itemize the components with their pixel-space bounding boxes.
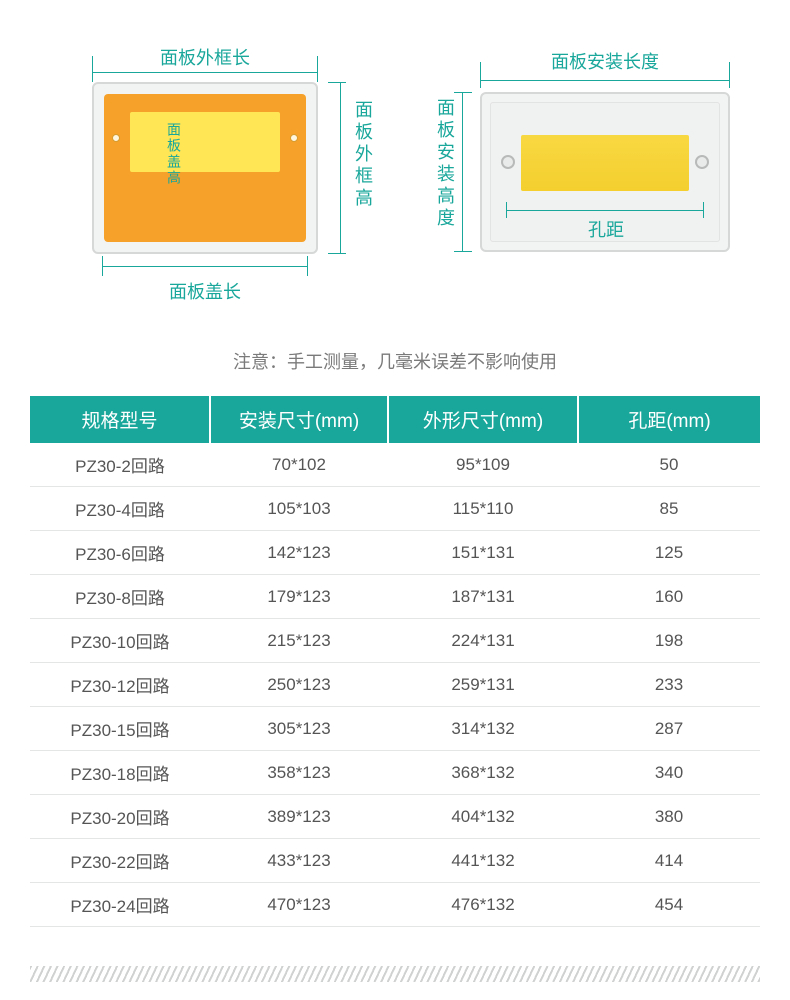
cell-model: PZ30-12回路 [30,663,210,707]
cell-model: PZ30-15回路 [30,707,210,751]
table-row: PZ30-24回路470*123476*132454 [30,883,760,927]
cell-install: 305*123 [210,707,388,751]
label-install-width: 面板安装长度 [480,48,730,74]
yellow-window [521,135,689,191]
dim-line [480,80,730,81]
measurement-note: 注意：手工测量，几毫米误差不影响使用 [0,348,790,374]
dim-line [92,72,318,73]
cell-outline: 404*132 [388,795,578,839]
table-row: PZ30-20回路389*123404*132380 [30,795,760,839]
spec-table: 规格型号 安装尺寸(mm) 外形尺寸(mm) 孔距(mm) PZ30-2回路70… [30,396,760,927]
panel-front-illustration: 面板盖高 [92,82,318,254]
cell-hole: 454 [578,883,760,927]
cell-outline: 187*131 [388,575,578,619]
cell-outline: 224*131 [388,619,578,663]
dim-tick [328,253,346,254]
screw-hole-icon [112,134,120,142]
cell-outline: 151*131 [388,531,578,575]
cell-install: 215*123 [210,619,388,663]
cell-hole: 125 [578,531,760,575]
cell-hole: 340 [578,751,760,795]
screw-hole-icon [290,134,298,142]
table-row: PZ30-8回路179*123187*131160 [30,575,760,619]
cell-outline: 476*132 [388,883,578,927]
dim-tick [102,256,103,276]
cell-model: PZ30-2回路 [30,443,210,487]
yellow-window [130,112,280,172]
cell-install: 105*103 [210,487,388,531]
footer-hatch-divider [30,966,760,982]
dimension-diagram: 面板盖高 面板外框长 面板外框高 面板盖长 面板安装长度 面板安装高度 孔距 [0,0,790,340]
dim-tick [454,251,472,252]
table-row: PZ30-4回路105*103115*11085 [30,487,760,531]
cell-hole: 160 [578,575,760,619]
col-install: 安装尺寸(mm) [210,396,388,443]
dim-tick [703,202,704,218]
cell-model: PZ30-24回路 [30,883,210,927]
dim-tick [328,82,346,83]
label-hole-distance: 孔距 [556,216,656,242]
cell-hole: 85 [578,487,760,531]
cell-install: 470*123 [210,883,388,927]
mount-screw-icon [695,155,709,169]
dim-tick [307,256,308,276]
cell-hole: 414 [578,839,760,883]
col-outline: 外形尺寸(mm) [388,396,578,443]
cell-install: 433*123 [210,839,388,883]
cell-hole: 287 [578,707,760,751]
dim-line [102,266,308,267]
label-install-height: 面板安装高度 [432,98,458,248]
col-hole: 孔距(mm) [578,396,760,443]
table-row: PZ30-2回路70*10295*10950 [30,443,760,487]
cell-model: PZ30-22回路 [30,839,210,883]
table-row: PZ30-6回路142*123151*131125 [30,531,760,575]
table-row: PZ30-22回路433*123441*132414 [30,839,760,883]
table-header-row: 规格型号 安装尺寸(mm) 外形尺寸(mm) 孔距(mm) [30,396,760,443]
dim-line [340,82,341,254]
label-outer-height: 面板外框高 [350,100,376,240]
dim-line [462,92,463,252]
cell-model: PZ30-18回路 [30,751,210,795]
cell-outline: 441*132 [388,839,578,883]
cell-install: 358*123 [210,751,388,795]
dim-line [506,210,704,211]
cell-install: 142*123 [210,531,388,575]
cell-model: PZ30-6回路 [30,531,210,575]
label-cover-height: 面板盖高 [164,122,184,186]
cell-outline: 368*132 [388,751,578,795]
cell-outline: 314*132 [388,707,578,751]
dim-tick [506,202,507,218]
col-model: 规格型号 [30,396,210,443]
table-row: PZ30-12回路250*123259*131233 [30,663,760,707]
cell-install: 250*123 [210,663,388,707]
cell-install: 389*123 [210,795,388,839]
table-row: PZ30-18回路358*123368*132340 [30,751,760,795]
cell-model: PZ30-4回路 [30,487,210,531]
cell-model: PZ30-10回路 [30,619,210,663]
cell-install: 70*102 [210,443,388,487]
orange-cover: 面板盖高 [104,94,306,242]
label-cover-width: 面板盖长 [102,278,308,304]
cell-hole: 380 [578,795,760,839]
mount-screw-icon [501,155,515,169]
cell-model: PZ30-8回路 [30,575,210,619]
dim-tick [454,92,472,93]
table-row: PZ30-10回路215*123224*131198 [30,619,760,663]
label-outer-width: 面板外框长 [92,44,318,70]
cell-outline: 115*110 [388,487,578,531]
cell-model: PZ30-20回路 [30,795,210,839]
table-row: PZ30-15回路305*123314*132287 [30,707,760,751]
cell-outline: 95*109 [388,443,578,487]
cell-hole: 233 [578,663,760,707]
cell-hole: 198 [578,619,760,663]
cell-install: 179*123 [210,575,388,619]
cell-hole: 50 [578,443,760,487]
cell-outline: 259*131 [388,663,578,707]
